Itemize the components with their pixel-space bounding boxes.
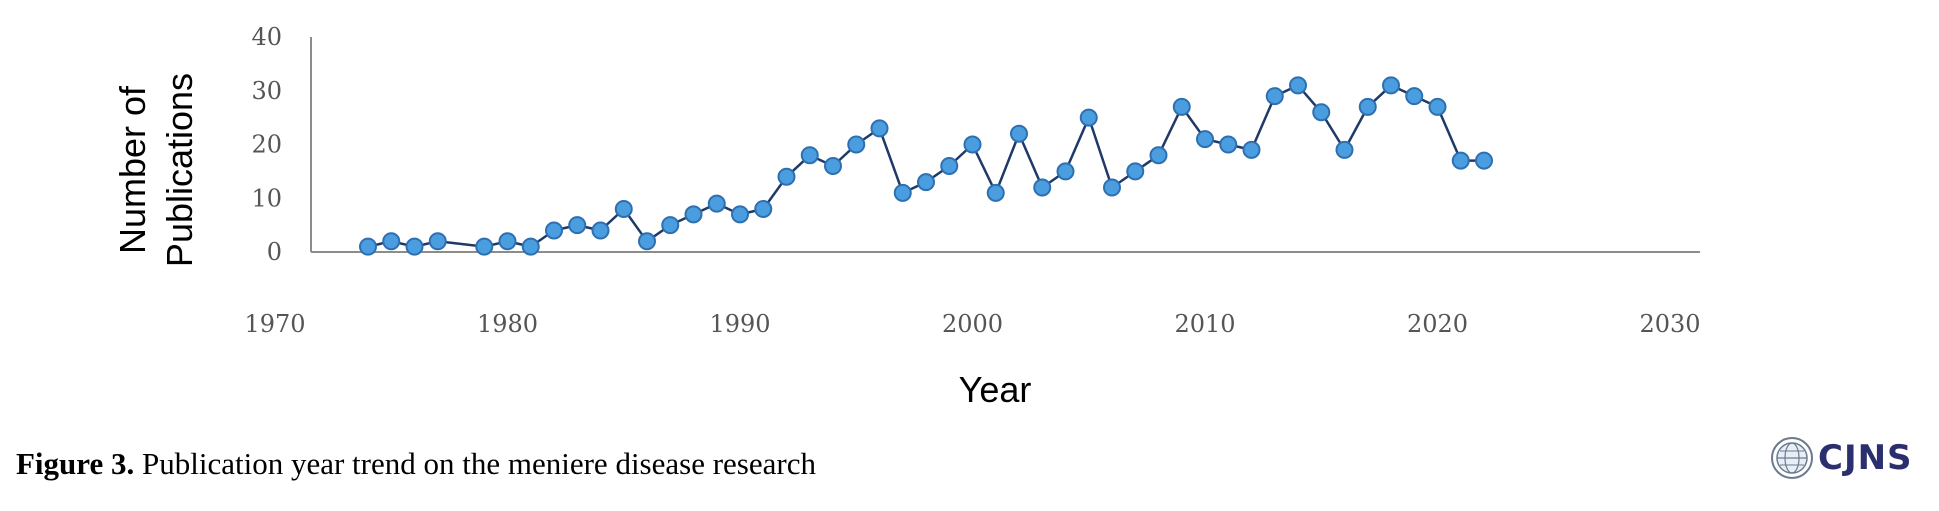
globe-seal-icon (1771, 437, 1813, 479)
data-point-marker (963, 135, 982, 154)
data-point-marker (731, 205, 749, 224)
data-point-marker (568, 216, 587, 235)
y-axis-title-line-2: Publications (159, 73, 200, 267)
y-axis-title-line-1: Number of (112, 85, 153, 254)
data-point-marker (893, 183, 912, 202)
x-tick-label: 1970 (244, 310, 305, 338)
data-point-marker (754, 200, 773, 218)
data-point-marker (1079, 108, 1098, 127)
data-point-marker (475, 237, 494, 256)
data-point-marker (1172, 97, 1191, 116)
y-axis-title: Number of Publications (112, 73, 200, 267)
data-point-marker (545, 221, 563, 240)
data-point-marker (1428, 97, 1447, 116)
axes (310, 37, 1700, 253)
x-tick-labels: 1970 1980 1990 2000 2010 2020 2030 (244, 310, 1700, 338)
data-point-marker (405, 237, 424, 256)
data-point-marker (1358, 97, 1377, 116)
data-point-marker (1312, 103, 1331, 122)
data-point-marker (870, 119, 889, 138)
data-point-marker (1382, 76, 1400, 95)
journal-logo: CJNS (1770, 433, 1913, 483)
caption-label: Figure 3. (16, 446, 135, 481)
data-point-marker (777, 167, 796, 186)
data-point-marker (1010, 124, 1028, 143)
data-point-marker (614, 200, 633, 218)
data-point-marker (1335, 140, 1354, 159)
x-tick-label: 1990 (709, 310, 770, 338)
data-point-marker (521, 237, 540, 256)
y-tick-label: 0 (267, 238, 282, 266)
data-point-marker (1475, 151, 1493, 170)
data-point-marker (1219, 135, 1238, 154)
data-point-marker (359, 237, 377, 256)
data-point-marker (800, 146, 819, 165)
data-point-marker (684, 205, 703, 224)
data-point-marker (1265, 87, 1284, 106)
y-tick-labels: 0 10 20 30 40 (251, 23, 282, 266)
data-point-marker (1126, 162, 1145, 181)
x-tick-label: 1980 (477, 310, 538, 338)
data-point-marker (428, 232, 447, 251)
data-point-marker (382, 232, 401, 251)
figure-caption: Figure 3. Publication year trend on the … (16, 446, 816, 482)
data-point-marker (498, 232, 517, 251)
data-point-marker (1033, 178, 1052, 197)
logo-text: CJNS (1818, 438, 1913, 478)
y-tick-label: 10 (251, 184, 282, 212)
data-point-marker (591, 221, 610, 240)
series-markers (359, 76, 1493, 256)
y-tick-label: 20 (251, 131, 282, 159)
x-tick-label: 2020 (1407, 310, 1468, 338)
y-tick-label: 30 (251, 77, 282, 105)
data-point-marker (917, 173, 935, 192)
data-point-marker (1149, 146, 1168, 165)
data-point-marker (986, 183, 1005, 202)
data-point-marker (1056, 162, 1075, 181)
data-point-marker (940, 157, 959, 175)
x-tick-label: 2010 (1174, 310, 1235, 338)
data-point-marker (847, 135, 866, 154)
x-axis-title: Year (959, 369, 1032, 410)
data-point-marker (1242, 140, 1261, 159)
data-point-marker (1196, 130, 1214, 149)
data-point-marker (1103, 178, 1121, 197)
data-point-marker (1289, 76, 1307, 95)
data-point-marker (824, 157, 842, 175)
data-point-marker (661, 216, 680, 235)
data-point-marker (1405, 87, 1424, 106)
data-point-marker (1451, 151, 1470, 170)
caption-text: Publication year trend on the meniere di… (142, 446, 816, 481)
x-tick-label: 2000 (942, 310, 1003, 338)
y-tick-label: 40 (251, 23, 282, 51)
data-point-marker (707, 194, 726, 213)
data-point-marker (638, 232, 656, 251)
x-tick-label: 2030 (1639, 310, 1700, 338)
